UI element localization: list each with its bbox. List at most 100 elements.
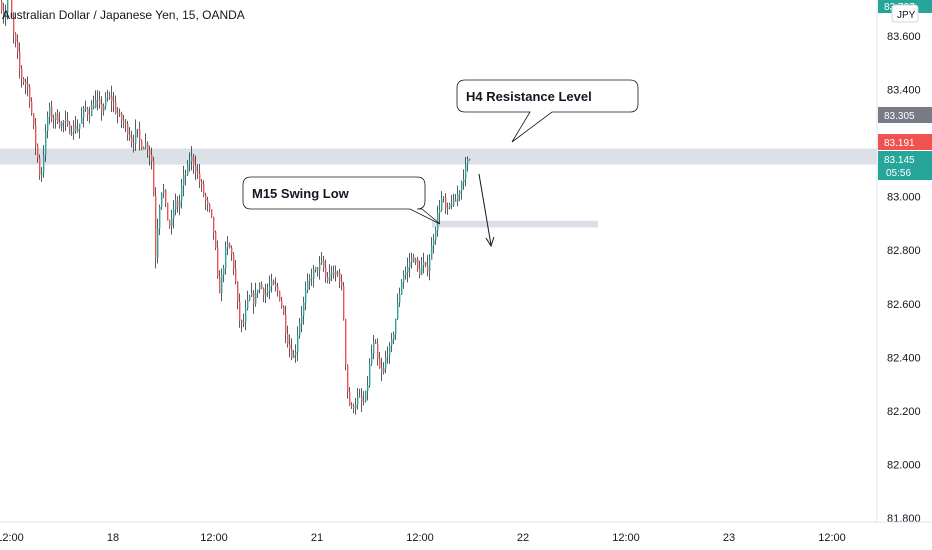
candle-body <box>43 154 45 173</box>
candle-body <box>183 174 185 186</box>
candle-body <box>469 158 471 160</box>
y-tick-label: 83.000 <box>887 192 921 204</box>
candle-body <box>325 267 327 278</box>
callout-box <box>242 176 441 225</box>
candle-body <box>125 122 127 124</box>
candle-body <box>89 114 91 116</box>
x-tick-label: 12:00 <box>0 532 24 544</box>
plot-area[interactable] <box>0 0 877 522</box>
candle-body <box>91 105 93 116</box>
candle-body <box>401 282 403 295</box>
candle-body <box>69 123 71 134</box>
callout-label: M15 Swing Low <box>252 186 350 201</box>
candle-body <box>229 243 231 248</box>
candle-body <box>129 134 131 138</box>
y-tick-label: 83.600 <box>887 31 921 43</box>
x-tick-label: 23 <box>723 532 735 544</box>
candle-body <box>281 300 283 307</box>
y-tick-label: 82.400 <box>887 352 921 364</box>
candle-body <box>191 156 193 162</box>
candle-body <box>67 120 69 124</box>
candle-body <box>255 292 257 304</box>
candle-body <box>397 302 399 320</box>
candle-body <box>317 267 319 271</box>
candle-body <box>277 286 279 292</box>
candle-body <box>283 306 285 315</box>
y-tick-label: 81.800 <box>887 513 921 525</box>
candle-body <box>169 220 171 227</box>
candle-body <box>1 1 3 11</box>
x-tick-label: 12:00 <box>818 532 846 544</box>
candle-body <box>429 259 431 272</box>
candle-body <box>165 189 167 203</box>
x-tick-label: 18 <box>107 532 119 544</box>
candle-body <box>333 271 335 276</box>
m15-swing-low-callout[interactable]: M15 Swing Low <box>242 176 441 225</box>
candle-body <box>343 286 345 320</box>
candle-body <box>267 290 269 293</box>
candle-body <box>61 122 63 127</box>
candle-body <box>447 207 449 209</box>
candle-body <box>307 280 309 291</box>
candle-body <box>305 290 307 303</box>
candle-body <box>193 156 195 166</box>
candle-body <box>299 322 301 336</box>
candle-body <box>7 0 9 13</box>
price-scale[interactable]: 83.60083.40083.20083.00082.80082.60082.4… <box>876 0 921 525</box>
candle-body <box>227 243 229 248</box>
x-tick-label: 21 <box>311 532 323 544</box>
candle-body <box>355 404 357 409</box>
candle-body <box>53 118 55 120</box>
candle-body <box>315 267 317 271</box>
candle-body <box>123 120 125 123</box>
callout-label: H4 Resistance Level <box>466 89 592 104</box>
candle-body <box>275 284 277 287</box>
candle-body <box>461 181 463 191</box>
candle-body <box>157 228 159 259</box>
candle-body <box>439 209 441 213</box>
candle-body <box>25 81 27 85</box>
candle-body <box>395 319 397 335</box>
candle-body <box>113 101 115 103</box>
candle-body <box>127 123 129 135</box>
svg-text:JPY: JPY <box>897 10 916 21</box>
candle-body <box>425 262 427 266</box>
candle-body <box>179 200 181 208</box>
currency-badge[interactable]: JPY <box>891 4 919 23</box>
candle-body <box>445 197 447 209</box>
candle-body <box>443 197 445 199</box>
candle-body <box>387 355 389 357</box>
candle-body <box>335 271 337 275</box>
candle-body <box>441 198 443 210</box>
candle-body <box>359 396 361 398</box>
candle-body <box>327 277 329 281</box>
candle-body <box>195 165 197 172</box>
h4-resistance-callout[interactable]: H4 Resistance Level <box>456 79 639 143</box>
candles-layer <box>1 0 471 415</box>
candle-body <box>375 342 377 344</box>
candle-body <box>177 200 179 208</box>
candle-body <box>351 405 353 407</box>
candle-body <box>449 203 451 208</box>
candle-body <box>149 150 151 155</box>
y-tick-label: 82.000 <box>887 459 921 471</box>
x-tick-label: 12:00 <box>406 532 434 544</box>
candle-body <box>97 99 99 101</box>
candle-body <box>339 272 341 282</box>
candle-body <box>365 390 367 402</box>
candle-body <box>253 292 255 304</box>
candle-body <box>95 99 97 108</box>
candle-body <box>217 247 219 277</box>
time-scale[interactable]: 12:00 18 12:00 21 12:00 22 12:00 23 12:00 <box>0 521 932 544</box>
candle-body <box>303 302 305 316</box>
candle-body <box>153 161 155 196</box>
candle-body <box>209 204 211 210</box>
candle-body <box>71 132 73 134</box>
candle-body <box>465 164 467 180</box>
candle-body <box>433 240 435 246</box>
candle-body <box>111 96 113 102</box>
candle-body <box>81 117 83 124</box>
candle-body <box>199 173 201 182</box>
candle-body <box>121 113 123 121</box>
